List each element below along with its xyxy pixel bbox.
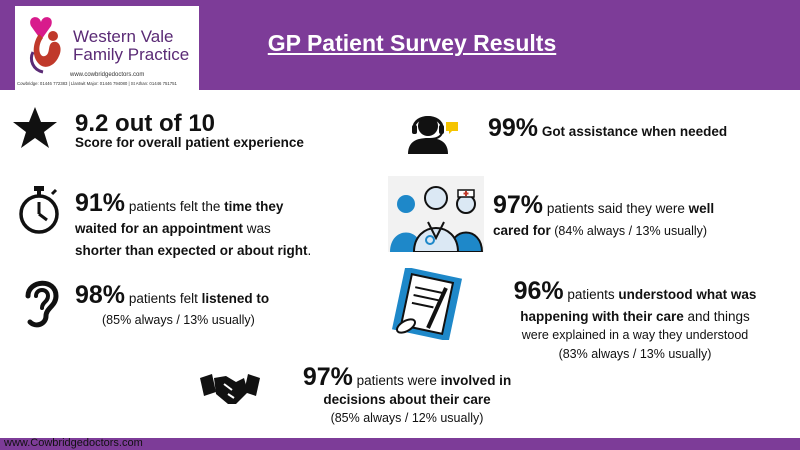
stat-assistance: 99% Got assistance when needed	[488, 116, 788, 141]
footer-url[interactable]: www.Cowbridgedoctors.com	[4, 437, 143, 449]
stat-cared-pre: patients said they were	[546, 201, 689, 216]
stat-involved: 97% patients were involved in decisions …	[272, 365, 542, 428]
stat-overall-text: Score for overall patient experience	[75, 135, 304, 150]
stat-wait-end: .	[307, 243, 312, 258]
stat-wait-bold3: shorter than expected or about right	[75, 243, 308, 258]
logo-phones: Cowbridge: 01446 772383 | Llantwit Major…	[17, 81, 177, 86]
stat-understood-detail: (83% always / 13% usually)	[558, 347, 712, 361]
headset-icon	[408, 116, 458, 154]
stat-understood-rest: and things	[683, 309, 750, 324]
stat-wait-bold2: waited for an appointment	[75, 221, 244, 236]
stat-listened-bold: listened to	[201, 291, 270, 306]
stat-overall-value: 9.2 out of 10	[75, 110, 216, 137]
stat-cared-value: 97%	[493, 191, 544, 219]
stat-involved-bold1: involved in	[440, 373, 512, 388]
stat-cared-bold: well	[688, 201, 715, 216]
stat-involved-value: 97%	[302, 363, 353, 391]
stat-involved-detail: (85% always / 12% usually)	[330, 411, 484, 425]
stat-assistance-value: 99%	[488, 114, 539, 142]
stat-cared-detail: (84% always / 13% usually)	[550, 224, 708, 238]
stopwatch-icon	[19, 186, 59, 234]
practice-logo[interactable]: Western Vale Family Practice www.cowbrid…	[15, 6, 199, 90]
stat-wait-value: 91%	[75, 189, 126, 217]
stat-understood-line3: were explained in a way they understood	[521, 328, 749, 342]
stat-involved-pre: patients were	[356, 373, 441, 388]
clipboard-icon	[391, 268, 463, 340]
stat-cared-bold2: cared for	[493, 223, 551, 238]
stat-understood-value: 96%	[513, 277, 564, 305]
stat-listened-pre: patients felt	[128, 291, 202, 306]
stat-listened-value: 98%	[75, 281, 126, 309]
stat-understood-bold1: understood what was	[618, 287, 757, 302]
header-bar: Western Vale Family Practice www.cowbrid…	[0, 0, 800, 90]
logo-name-line2: Family Practice	[73, 45, 190, 64]
stat-wait-pre: patients felt the	[128, 199, 225, 214]
footer-bar: www.Cowbridgedoctors.com	[0, 437, 800, 450]
stat-cared: 97% patients said they were well cared f…	[493, 193, 793, 241]
handshake-icon	[200, 374, 260, 404]
stat-overall: 9.2 out of 10 Score for overall patient …	[75, 110, 365, 152]
stat-understood-bold2: happening with their care	[520, 309, 684, 324]
ear-icon	[25, 280, 59, 328]
logo-url: www.cowbridgedoctors.com	[70, 72, 145, 78]
stat-wait-bold1: time they	[224, 199, 284, 214]
stat-wait-mid: was	[243, 221, 271, 236]
stat-listened-detail: (85% always / 13% usually)	[102, 313, 255, 327]
stat-wait: 91% patients felt the time they waited f…	[75, 191, 375, 260]
medical-staff-icon	[388, 176, 484, 252]
logo-name-line1: Western Vale	[73, 27, 174, 46]
family-hearts-logo-icon	[29, 17, 61, 74]
stat-involved-bold2: decisions about their care	[323, 392, 491, 407]
page-title: GP Patient Survey Results	[267, 30, 557, 56]
stat-understood-pre: patients	[567, 287, 619, 302]
stat-assistance-text: Got assistance when needed	[541, 124, 728, 139]
star-icon	[13, 107, 57, 148]
stat-understood: 96% patients understood what was happeni…	[480, 279, 790, 364]
stat-listened: 98% patients felt listened to (85% alway…	[75, 283, 375, 330]
